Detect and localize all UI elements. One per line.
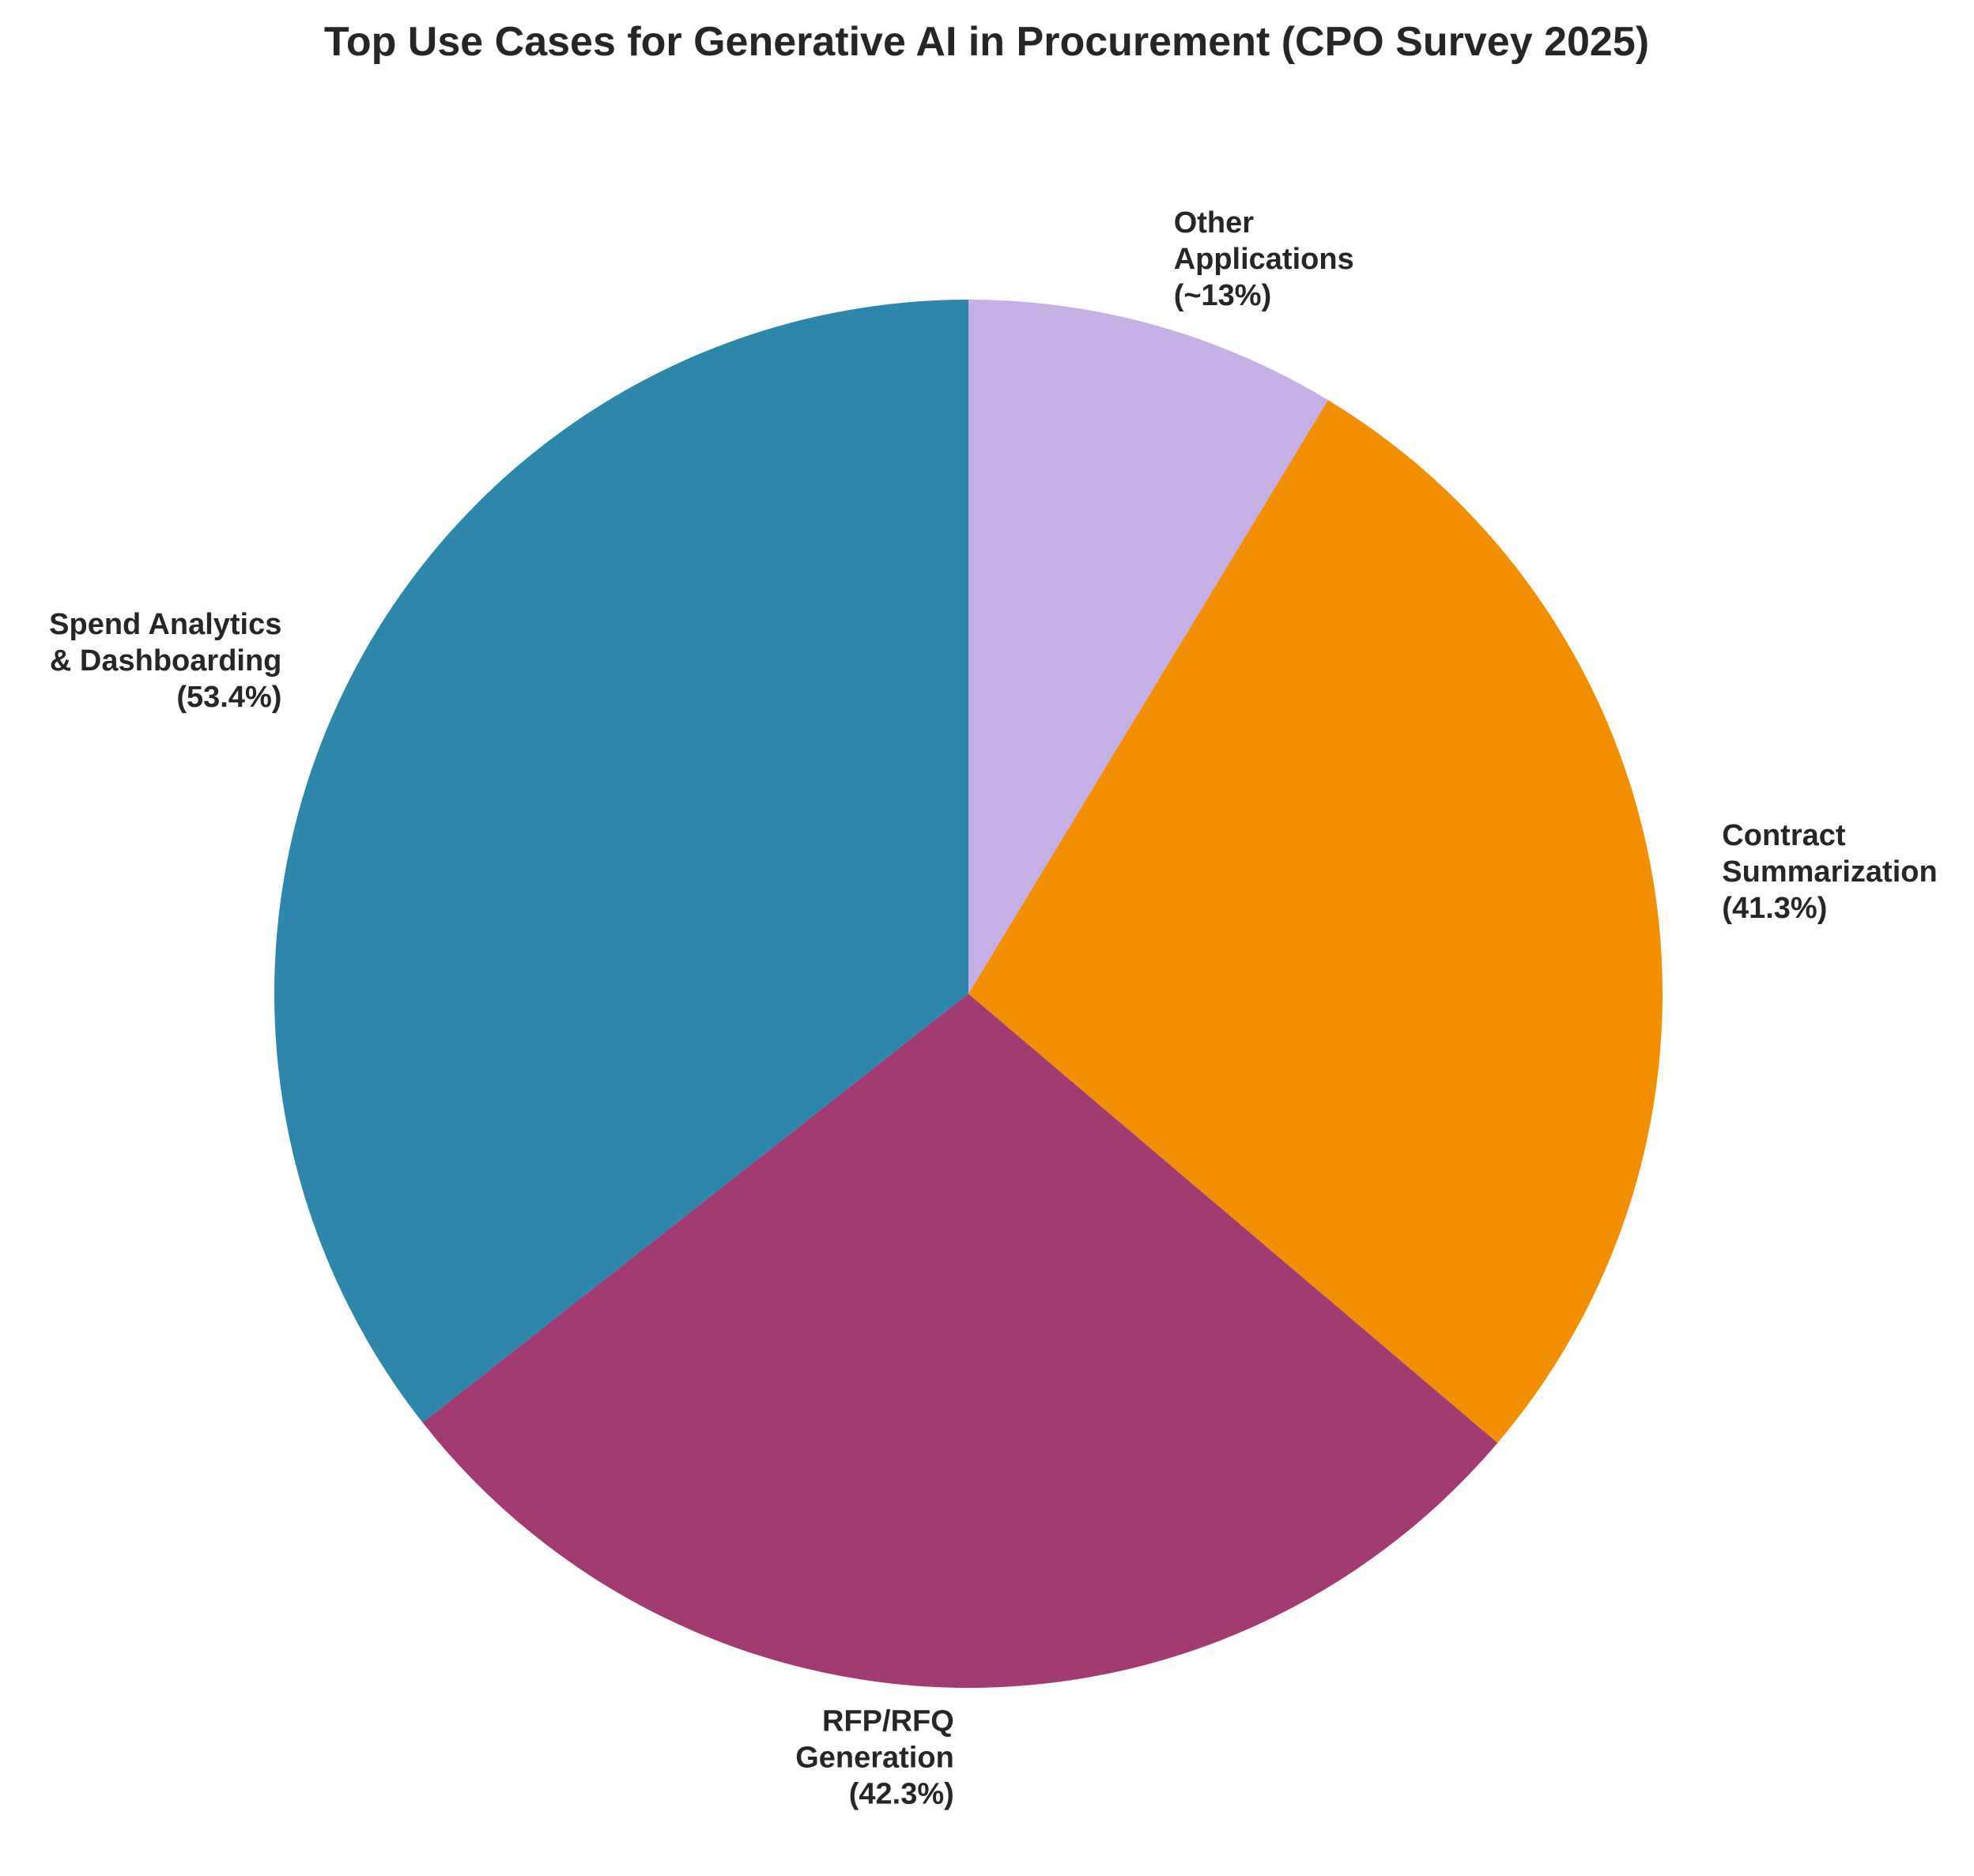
pie-slice-label-line: Applications [1174, 243, 1354, 276]
pie-slice-label-2: Contract Summarization (41.3%) [1722, 819, 1937, 925]
pie-slice-label-1: RFP/RFQ Generation (42.3%) [795, 1705, 954, 1811]
pie-slice-label-0: Spend Analytics & Dashboarding (53.4%) [49, 608, 281, 714]
pie-slice-2 [968, 399, 1663, 1444]
pie-slice-1 [422, 994, 1498, 1688]
pie-slice-label-line: (53.4%) [176, 681, 281, 714]
pie-slice-label-line: (42.3%) [849, 1778, 954, 1811]
pie-slice-label-line: RFP/RFQ [822, 1705, 954, 1738]
pie-slice-label-3: Other Applications (~13%) [1174, 206, 1354, 312]
pie-slices [274, 300, 1663, 1688]
pie-slice-label-line: (41.3%) [1722, 892, 1827, 925]
pie-slice-label-line: Contract [1722, 819, 1846, 852]
pie-slice-0 [274, 300, 968, 1423]
pie-slice-label-line: Spend Analytics [49, 608, 281, 641]
pie-labels: Spend Analytics & Dashboarding (53.4%) RFP/… [49, 206, 1938, 1811]
pie-slice-label-line: Other [1174, 206, 1255, 240]
chart-title: Top Use Cases for Generative AI in Procu… [324, 19, 1649, 65]
pie-slice-3 [968, 300, 1328, 994]
pie-slice-label-line: (~13%) [1174, 279, 1272, 312]
pie-slice-label-line: Generation [795, 1742, 954, 1775]
pie-slice-label-line: & Dashboarding [50, 644, 281, 678]
pie-slice-label-line: Summarization [1722, 855, 1937, 889]
